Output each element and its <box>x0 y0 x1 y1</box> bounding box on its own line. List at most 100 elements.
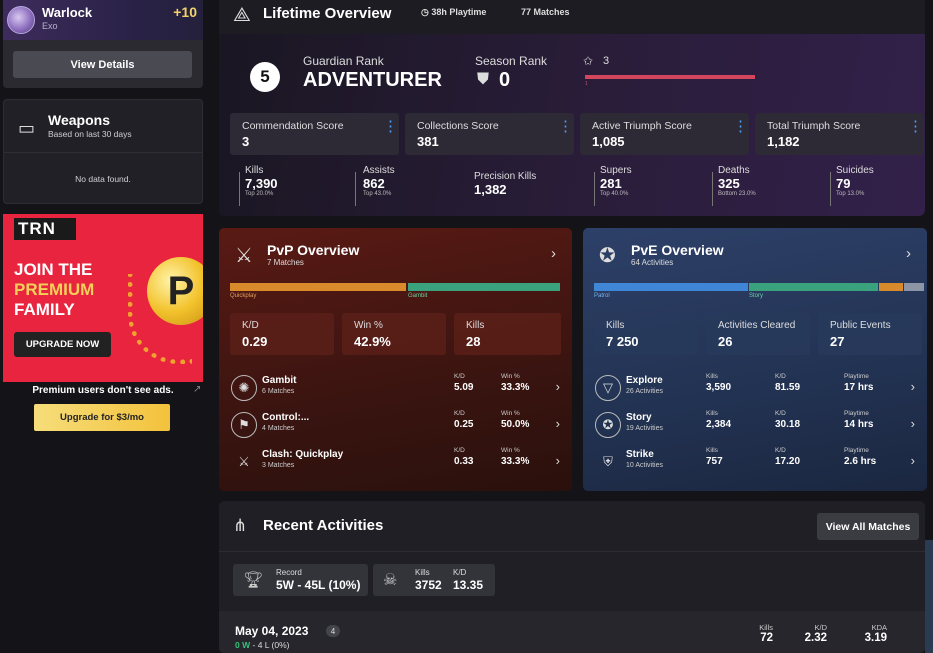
view-details-button[interactable]: View Details <box>13 51 192 78</box>
pve-cleared-box: Activities Cleared 26 <box>706 313 810 355</box>
explore-icon: ▽ <box>595 375 621 401</box>
mode-kd-label: K/D <box>454 373 465 380</box>
other-segment <box>904 283 924 291</box>
chevron-right-icon[interactable]: › <box>910 453 915 468</box>
total-triumph-score-card[interactable]: Total Triumph Score 1,182 ⋮ <box>755 113 924 155</box>
score-value: 3 <box>242 134 250 149</box>
stat-precision-kills: Precision Kills 1,382 <box>474 171 536 197</box>
upgrade-button[interactable]: Upgrade for $3/mo <box>34 404 170 431</box>
recent-title: Recent Activities <box>263 517 384 534</box>
side-thumbnail <box>925 540 933 653</box>
chevron-right-icon[interactable]: › <box>555 453 560 468</box>
mode-kills-value: 3,590 <box>706 382 732 393</box>
mode-playtime-value: 17 hrs <box>844 382 874 393</box>
weapons-title: Weapons <box>48 112 110 128</box>
sidebar: Warlock Exo +10 View Details ▭ Weapons B… <box>0 0 205 653</box>
guardian-rank-badge: 5 <box>250 62 280 92</box>
pvp-mode-control[interactable]: ⚑ Control:... 4 Matches K/D 0.25 Win % 5… <box>219 408 572 440</box>
character-name: Warlock <box>42 5 93 20</box>
more-icon[interactable]: ⋮ <box>733 118 748 135</box>
gambit-segment <box>408 283 560 291</box>
mode-sub: 6 Matches <box>262 388 295 395</box>
box-label: Kills <box>606 320 625 331</box>
pve-overview-card[interactable]: ✪ PvE Overview 64 Activities › Patrol St… <box>583 228 927 491</box>
box-value: 27 <box>830 334 845 349</box>
mode-kills-label: Kills <box>706 447 718 454</box>
strike-icon: ⛨ <box>603 454 613 469</box>
active-triumph-score-card[interactable]: Active Triumph Score 1,085 ⋮ <box>580 113 749 155</box>
more-icon[interactable]: ⋮ <box>558 118 573 135</box>
mode-win-value: 50.0% <box>501 419 530 430</box>
playtime-value: 38h Playtime <box>431 7 487 17</box>
day-kda-value: 3.19 <box>864 632 887 644</box>
commendation-score-card[interactable]: Commendation Score 3 ⋮ <box>230 113 399 155</box>
chevron-right-icon[interactable]: › <box>555 379 560 394</box>
chevron-right-icon[interactable]: › <box>910 416 915 431</box>
ad-upgrade-now-button[interactable]: UPGRADE NOW <box>14 332 111 357</box>
stat-value: 1,382 <box>474 182 507 197</box>
activity-day-row[interactable]: May 04, 2023 4 0 W - 4 L (0%) Kills 72 K… <box>219 611 925 653</box>
character-race: Exo <box>42 21 58 31</box>
more-icon[interactable]: ⋮ <box>383 118 398 135</box>
day-kd-value: 2.32 <box>804 632 827 644</box>
collections-score-card[interactable]: Collections Score 381 ⋮ <box>405 113 574 155</box>
mode-kd-value: 5.09 <box>454 382 474 393</box>
day-kills-value: 72 <box>760 632 773 644</box>
more-icon[interactable]: ⋮ <box>908 118 923 135</box>
score-value: 1,085 <box>592 134 625 149</box>
vanguard-icon: ✪ <box>599 245 616 267</box>
pve-mode-story[interactable]: ✪ Story 19 Activities Kills 2,384 K/D 30… <box>583 408 927 440</box>
character-card[interactable]: Warlock Exo +10 View Details <box>3 0 203 88</box>
character-banner: Warlock Exo +10 <box>3 0 203 40</box>
mode-sub: 19 Activities <box>626 425 663 432</box>
premium-coin-icon: P <box>147 257 203 325</box>
clash-icon: ⚔ <box>238 454 250 469</box>
kills-kd-box: ☠ Kills 3752 K/D 13.35 <box>373 564 495 596</box>
stat-divider <box>712 172 713 206</box>
mode-playtime-value: 14 hrs <box>844 419 874 430</box>
lifetime-panel: 5 Guardian Rank ADVENTURER Season Rank ⛊… <box>219 34 925 216</box>
mode-kills-value: 2,384 <box>706 419 732 430</box>
divider <box>4 152 202 153</box>
recent-activities-card: ⋔ Recent Activities View All Matches 🏆︎ … <box>219 501 925 653</box>
pve-subtitle: 64 Activities <box>631 258 674 267</box>
pvp-mode-clash[interactable]: ⚔ Clash: Quickplay 3 Matches K/D 0.33 Wi… <box>219 445 572 477</box>
season-pass-icon: ⛊ <box>477 71 490 88</box>
day-count-badge: 4 <box>326 625 340 637</box>
kills-value: 3752 <box>415 578 442 592</box>
box-label: Public Events <box>830 320 891 331</box>
season-rank-value: 0 <box>499 69 511 91</box>
pve-mode-explore[interactable]: ▽ Explore 26 Activities Kills 3,590 K/D … <box>583 371 927 403</box>
pyramid-icon: ⟁ <box>233 4 251 26</box>
patrol-label: Patrol <box>594 293 610 299</box>
ad-marker-icon[interactable]: ↗ <box>193 384 202 395</box>
pve-mode-strike[interactable]: ⛨ Strike 10 Activities Kills 757 K/D 17.… <box>583 445 927 477</box>
mode-win-value: 33.3% <box>501 456 530 467</box>
star-icon: ✩ <box>583 54 594 68</box>
mode-kd-label: K/D <box>775 410 786 417</box>
chevron-right-icon[interactable]: › <box>551 245 556 262</box>
pvp-overview-card[interactable]: ⚔ PvP Overview 7 Matches › Quickplay Gam… <box>219 228 572 491</box>
mode-win-label: Win % <box>501 410 520 417</box>
stat-rank: Top 40.0% <box>600 191 629 197</box>
box-value: 28 <box>466 334 481 349</box>
chevron-right-icon[interactable]: › <box>906 245 911 262</box>
trophy-icon: 🏆︎ <box>243 572 264 589</box>
matches-count: 77 Matches <box>521 7 570 17</box>
skull-icon: ☠ <box>383 572 398 589</box>
chevron-right-icon[interactable]: › <box>910 379 915 394</box>
pvp-mode-gambit[interactable]: ✺ Gambit 6 Matches K/D 5.09 Win % 33.3% … <box>219 371 572 403</box>
score-label: Collections Score <box>417 120 499 132</box>
playtime: ◷ 38h Playtime <box>421 7 486 18</box>
character-power: +10 <box>173 4 197 20</box>
pve-title: PvE Overview <box>631 242 724 258</box>
score-value: 1,182 <box>767 134 800 149</box>
view-all-matches-button[interactable]: View All Matches <box>817 513 919 540</box>
mode-kd-label: K/D <box>454 447 465 454</box>
patrol-segment <box>594 283 748 291</box>
box-label: K/D <box>242 320 259 331</box>
premium-ad[interactable]: TRN JOIN THE PREMIUM FAMILY P UPGRADE NO… <box>3 214 203 382</box>
box-value: 7 250 <box>606 334 639 349</box>
chevron-right-icon[interactable]: › <box>555 416 560 431</box>
mode-sub: 3 Matches <box>262 462 295 469</box>
